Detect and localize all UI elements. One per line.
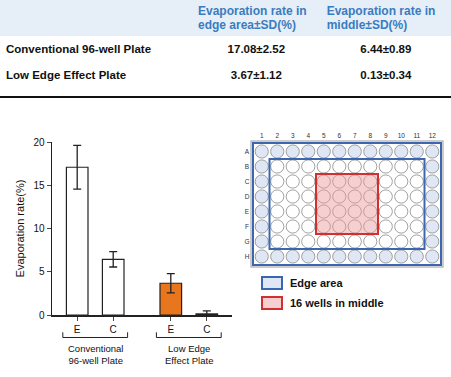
svg-text:2: 2 <box>275 132 279 139</box>
svg-text:15: 15 <box>33 180 45 191</box>
svg-text:G: G <box>244 238 249 245</box>
svg-text:10: 10 <box>398 132 406 139</box>
svg-text:E: E <box>245 208 250 215</box>
svg-text:F: F <box>245 223 249 230</box>
svg-text:Low EdgeEffect Plate: Low EdgeEffect Plate <box>165 343 213 366</box>
svg-text:11: 11 <box>413 132 420 139</box>
html-text:Evaporation rate in middle±SD(: Evaporation rate in middle±SD(%) <box>326 4 436 32</box>
svg-text:A: A <box>245 148 250 155</box>
svg-text:6: 6 <box>337 132 341 139</box>
html-text:3.67±1.12: 3.67±1.12 <box>230 69 282 81</box>
svg-text:E: E <box>167 324 174 335</box>
svg-text:C: C <box>245 178 250 185</box>
html-text:0.13±0.34: 0.13±0.34 <box>360 69 412 81</box>
svg-text:Conventional96-well Plate: Conventional96-well Plate <box>68 343 123 366</box>
html-text:Conventional 96-well Plate: Conventional 96-well Plate <box>6 43 152 55</box>
svg-text:4: 4 <box>306 132 310 139</box>
html-text:Low Edge Effect Plate: Low Edge Effect Plate <box>6 69 127 81</box>
svg-text:20: 20 <box>33 137 45 148</box>
svg-text:Edge area: Edge area <box>290 277 343 289</box>
svg-text:3: 3 <box>291 132 295 139</box>
svg-text:1: 1 <box>260 132 264 139</box>
svg-text:7: 7 <box>353 132 357 139</box>
svg-text:9: 9 <box>384 132 388 139</box>
svg-text:5: 5 <box>322 132 326 139</box>
svg-text:B: B <box>245 163 249 170</box>
svg-text:0: 0 <box>39 310 45 321</box>
svg-text:D: D <box>245 193 250 200</box>
svg-text:H: H <box>245 253 250 260</box>
svg-text:16 wells in middle: 16 wells in middle <box>290 297 384 309</box>
svg-text:10: 10 <box>33 223 45 234</box>
svg-text:Evaporation rate(%): Evaporation rate(%) <box>14 180 26 278</box>
svg-text:5: 5 <box>39 266 45 277</box>
svg-text:12: 12 <box>429 132 437 139</box>
html-text:6.44±0.89: 6.44±0.89 <box>360 43 412 55</box>
svg-text:8: 8 <box>368 132 372 139</box>
svg-text:C: C <box>203 324 210 335</box>
html-text:17.08±2.52: 17.08±2.52 <box>227 43 286 55</box>
svg-text:E: E <box>74 324 81 335</box>
html-text:Evaporation rate in edge area±: Evaporation rate in edge area±SD(%) <box>198 4 307 32</box>
svg-text:C: C <box>110 324 117 335</box>
